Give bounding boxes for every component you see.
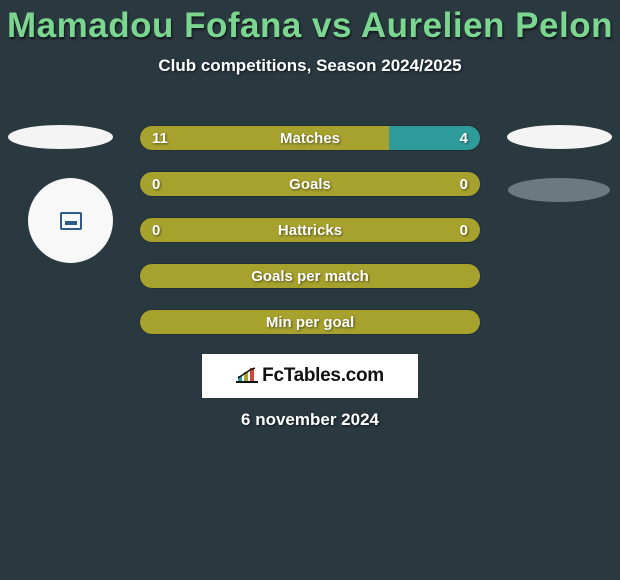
bar-chart-icon <box>236 367 258 385</box>
decor-ellipse-left <box>8 125 113 149</box>
page-title: Mamadou Fofana vs Aurelien Pelon <box>0 6 620 46</box>
stat-value-right: 0 <box>460 172 468 196</box>
decor-ellipse-right-mid <box>508 178 610 202</box>
stat-label: Goals <box>140 172 480 196</box>
team-badge-left <box>28 178 113 263</box>
stat-label: Min per goal <box>140 310 480 334</box>
stat-row: Min per goal <box>139 309 481 335</box>
stat-value-left: 0 <box>152 218 160 242</box>
source-logo: FcTables.com <box>202 354 418 398</box>
comparison-card: Mamadou Fofana vs Aurelien Pelon Club co… <box>0 0 620 580</box>
stat-value-right: 0 <box>460 218 468 242</box>
stats-panel: Matches114Goals00Hattricks00Goals per ma… <box>139 125 481 355</box>
stat-row: Goals0 0 <box>139 171 481 197</box>
decor-ellipse-right-top <box>507 125 612 149</box>
stat-value-right: 4 <box>460 126 468 150</box>
stat-row: Matches11 4 <box>139 125 481 151</box>
logo-text: FcTables.com <box>262 365 384 387</box>
stat-row: Hattricks0 0 <box>139 217 481 243</box>
subtitle: Club competitions, Season 2024/2025 <box>0 56 620 76</box>
stat-row: Goals per match <box>139 263 481 289</box>
stat-label: Hattricks <box>140 218 480 242</box>
stat-value-left: 11 <box>152 126 168 150</box>
stat-value-left: 0 <box>152 172 160 196</box>
stat-label: Goals per match <box>140 264 480 288</box>
snapshot-date: 6 november 2024 <box>0 410 620 430</box>
shield-icon <box>60 212 82 230</box>
stat-label: Matches <box>140 126 480 150</box>
